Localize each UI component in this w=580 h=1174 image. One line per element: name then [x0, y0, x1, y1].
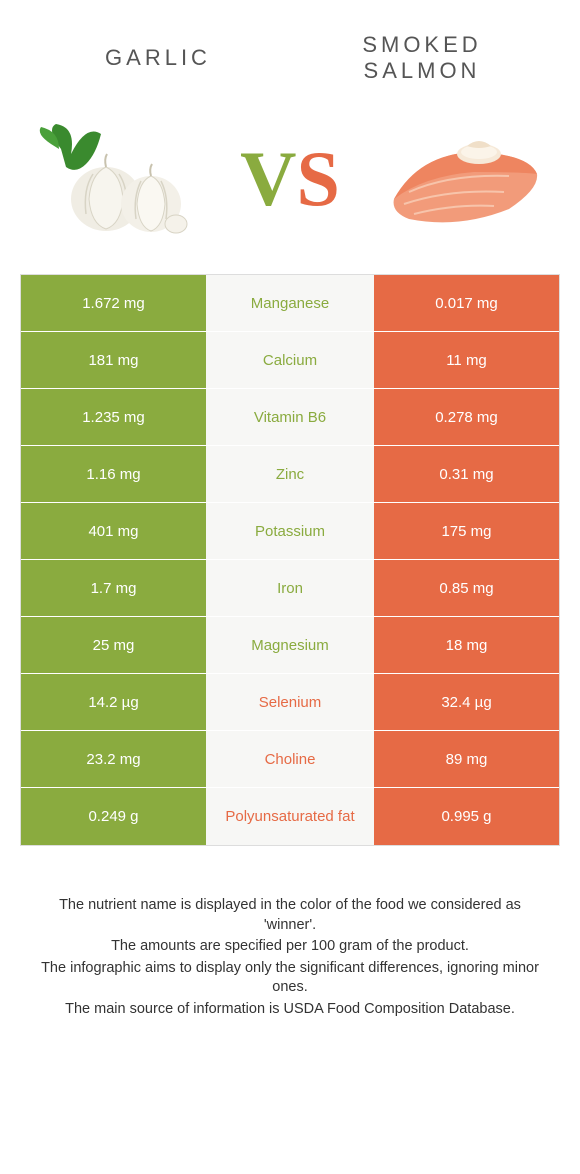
right-value-cell: 0.31 mg: [374, 446, 559, 502]
footer-notes: The nutrient name is displayed in the co…: [18, 846, 562, 1019]
vs-s: S: [296, 134, 339, 224]
nutrient-row: 1.672 mgManganese0.017 mg: [21, 275, 559, 332]
right-value-cell: 0.995 g: [374, 788, 559, 845]
right-value-cell: 0.85 mg: [374, 560, 559, 616]
left-value-cell: 25 mg: [21, 617, 206, 673]
garlic-icon: [31, 119, 201, 239]
nutrient-name-cell: Selenium: [206, 674, 374, 730]
footer-line-2: The amounts are specified per 100 gram o…: [38, 937, 542, 957]
nutrient-row: 25 mgMagnesium18 mg: [21, 617, 559, 674]
hero-row: VS: [18, 94, 562, 274]
nutrient-name-cell: Polyunsaturated fat: [206, 788, 374, 845]
left-value-cell: 1.16 mg: [21, 446, 206, 502]
right-value-cell: 18 mg: [374, 617, 559, 673]
nutrient-row: 14.2 µgSelenium32.4 µg: [21, 674, 559, 731]
left-value-cell: 0.249 g: [21, 788, 206, 845]
nutrient-name-cell: Magnesium: [206, 617, 374, 673]
nutrient-row: 1.7 mgIron0.85 mg: [21, 560, 559, 617]
nutrient-name-cell: Choline: [206, 731, 374, 787]
left-value-cell: 181 mg: [21, 332, 206, 388]
nutrient-row: 23.2 mgCholine89 mg: [21, 731, 559, 788]
footer-line-3: The infographic aims to display only the…: [38, 959, 542, 998]
salmon-image: [377, 114, 552, 244]
nutrient-name-cell: Zinc: [206, 446, 374, 502]
header-row: Garlic Smoked Salmon: [18, 12, 562, 94]
nutrient-name-cell: Potassium: [206, 503, 374, 559]
right-value-cell: 32.4 µg: [374, 674, 559, 730]
vs-v: V: [240, 134, 296, 224]
left-value-cell: 23.2 mg: [21, 731, 206, 787]
right-food-title: Smoked Salmon: [322, 32, 522, 84]
left-value-cell: 401 mg: [21, 503, 206, 559]
right-value-cell: 89 mg: [374, 731, 559, 787]
right-value-cell: 11 mg: [374, 332, 559, 388]
right-value-cell: 0.278 mg: [374, 389, 559, 445]
vs-label: VS: [240, 134, 340, 224]
nutrient-row: 1.16 mgZinc0.31 mg: [21, 446, 559, 503]
nutrient-name-cell: Iron: [206, 560, 374, 616]
nutrient-name-cell: Calcium: [206, 332, 374, 388]
nutrient-row: 401 mgPotassium175 mg: [21, 503, 559, 560]
right-value-cell: 175 mg: [374, 503, 559, 559]
nutrient-row: 1.235 mgVitamin B60.278 mg: [21, 389, 559, 446]
garlic-image: [28, 114, 203, 244]
left-value-cell: 1.7 mg: [21, 560, 206, 616]
left-value-cell: 1.672 mg: [21, 275, 206, 331]
nutrient-row: 181 mgCalcium11 mg: [21, 332, 559, 389]
left-value-cell: 1.235 mg: [21, 389, 206, 445]
footer-line-1: The nutrient name is displayed in the co…: [38, 896, 542, 935]
left-food-title: Garlic: [58, 45, 258, 71]
nutrient-name-cell: Vitamin B6: [206, 389, 374, 445]
footer-line-4: The main source of information is USDA F…: [38, 1000, 542, 1020]
right-value-cell: 0.017 mg: [374, 275, 559, 331]
salmon-icon: [379, 124, 549, 234]
nutrient-row: 0.249 gPolyunsaturated fat0.995 g: [21, 788, 559, 845]
left-value-cell: 14.2 µg: [21, 674, 206, 730]
nutrient-name-cell: Manganese: [206, 275, 374, 331]
nutrient-table: 1.672 mgManganese0.017 mg181 mgCalcium11…: [20, 274, 560, 846]
